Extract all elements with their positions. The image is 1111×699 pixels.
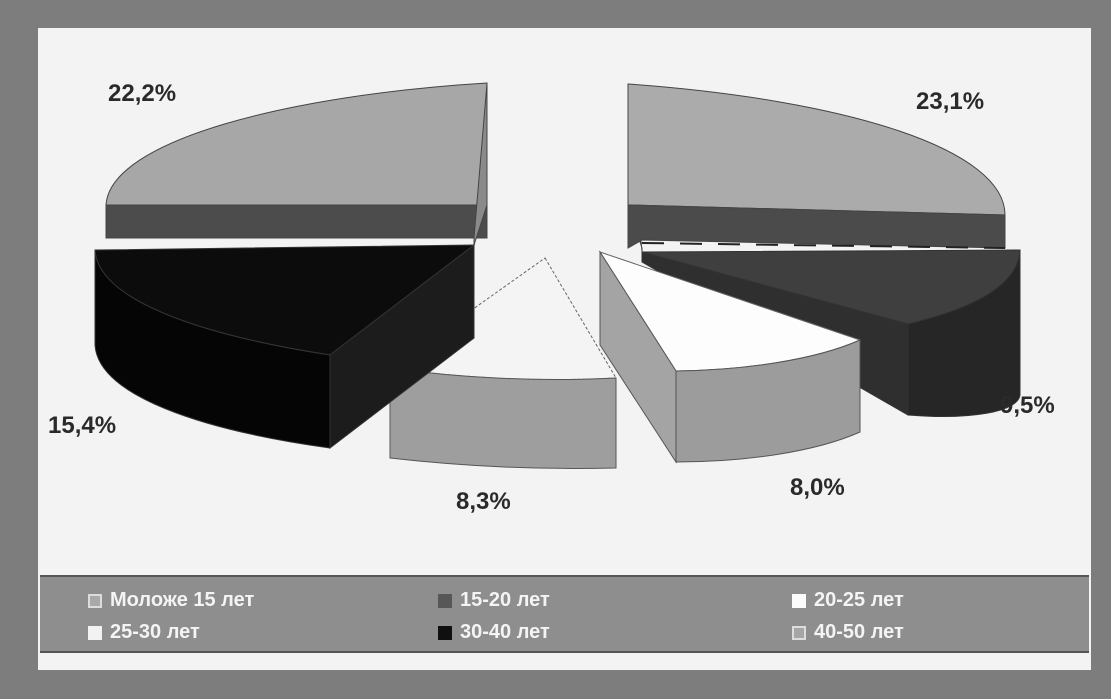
legend-swatch [438, 593, 452, 608]
legend-item-20-25: 20-25 лет [792, 589, 904, 612]
legend-item-30-40: 30-40 лет [438, 621, 550, 644]
legend-label: 40-50 лет [814, 621, 904, 643]
data-label-8-3: 8,3% [456, 488, 511, 515]
legend-swatch [792, 625, 806, 640]
legend-label: 20-25 лет [814, 589, 904, 611]
slice-3-side [389, 367, 617, 470]
slice-5-top [105, 82, 488, 206]
legend-label: 30-40 лет [460, 621, 550, 643]
slice-4-inner [329, 243, 475, 450]
slice-5-side-band [105, 204, 488, 239]
data-label-9-5: 9,5% [1000, 392, 1055, 419]
data-label-22-2: 22,2% [108, 80, 177, 107]
legend-swatch [88, 593, 102, 608]
data-label-23-1: 23,1% [916, 88, 985, 115]
legend-swatch [438, 625, 452, 640]
slice-5-side-right [473, 82, 488, 246]
slice-0-top [627, 83, 1006, 216]
legend-swatch [792, 593, 806, 608]
legend-item-under-15: Моложе 15 лет [88, 589, 254, 612]
legend: Моложе 15 лет 15-20 лет 20-25 лет 25-30 … [40, 575, 1089, 653]
slice-0-side-band [627, 204, 1006, 249]
data-label-8-0: 8,0% [790, 474, 845, 501]
legend-label: 15-20 лет [460, 589, 550, 611]
slice-1-side [907, 249, 1021, 417]
legend-label: Моложе 15 лет [110, 589, 255, 611]
legend-item-25-30: 25-30 лет [88, 621, 200, 644]
legend-item-15-20: 15-20 лет [438, 589, 550, 612]
legend-item-40-50: 40-50 лет [792, 621, 904, 644]
data-label-15-4: 15,4% [48, 412, 117, 439]
legend-swatch [88, 625, 102, 640]
legend-label: 25-30 лет [110, 621, 200, 643]
slice-2-side-front [675, 339, 861, 463]
